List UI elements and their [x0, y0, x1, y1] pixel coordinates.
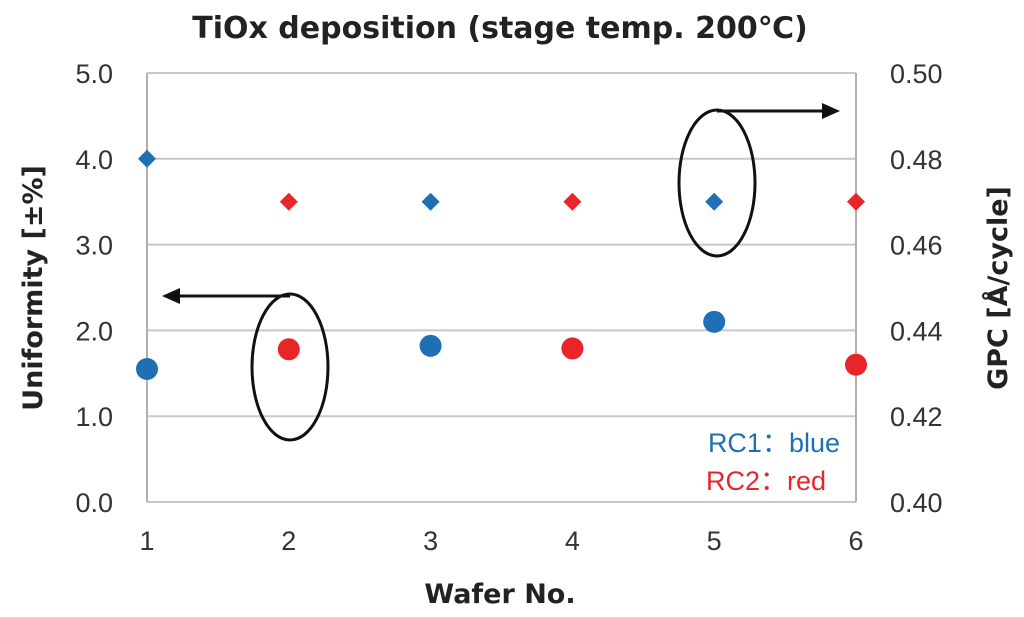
right-tick-label: 0.48 — [890, 145, 943, 175]
annotation-arrow-right-head — [822, 103, 840, 119]
data-point-diamond — [421, 192, 440, 211]
x-tick-label: 3 — [423, 526, 438, 556]
left-tick-label: 2.0 — [75, 316, 113, 346]
x-axis-ticks: 1 2 3 4 5 6 — [139, 526, 863, 556]
x-tick-label: 1 — [139, 526, 154, 556]
right-tick-label: 0.40 — [890, 488, 943, 518]
left-tick-label: 4.0 — [75, 145, 113, 175]
annotation-oval-right — [677, 108, 757, 258]
legend-rc2: RC2：red — [706, 466, 826, 496]
right-axis-ticks: 0.40 0.42 0.44 0.46 0.48 0.50 — [890, 59, 943, 518]
data-point-diamond — [847, 192, 865, 211]
annotation-oval-left — [250, 292, 330, 442]
data-point-circle — [277, 338, 300, 361]
left-tick-label: 0.0 — [75, 488, 113, 518]
data-point-diamond — [279, 192, 298, 211]
plot-border — [146, 73, 857, 502]
legend-rc1: RC1：blue — [708, 428, 840, 458]
right-axis-label: GPC [Å/cycle] — [982, 186, 1014, 390]
x-axis-label: Wafer No. — [424, 579, 575, 610]
data-point-diamond — [138, 149, 156, 168]
data-point-diamond — [705, 192, 724, 211]
data-point-diamond — [563, 192, 582, 211]
right-tick-label: 0.50 — [890, 59, 943, 89]
gridlines — [147, 72, 856, 503]
data-point-circle — [845, 353, 867, 376]
data-points — [136, 149, 867, 381]
x-tick-label: 4 — [565, 526, 580, 556]
x-tick-label: 6 — [848, 526, 863, 556]
x-tick-label: 2 — [281, 526, 296, 556]
right-tick-label: 0.42 — [890, 402, 943, 432]
right-tick-label: 0.44 — [890, 316, 943, 346]
data-point-circle — [136, 358, 158, 381]
left-tick-label: 3.0 — [75, 231, 113, 261]
data-point-circle — [703, 310, 726, 333]
left-axis-ticks: 0.0 1.0 2.0 3.0 4.0 5.0 — [75, 59, 113, 518]
x-tick-label: 5 — [707, 526, 722, 556]
annotation-arrow-left-head — [162, 288, 180, 304]
data-point-circle — [561, 337, 584, 360]
data-point-circle — [419, 334, 442, 357]
annotation-left-axis — [162, 288, 330, 442]
chart-title: TiOx deposition (stage temp. 200℃) — [192, 11, 807, 46]
left-tick-label: 5.0 — [75, 59, 113, 89]
annotation-right-axis — [677, 103, 840, 258]
left-tick-label: 1.0 — [75, 402, 113, 432]
right-tick-label: 0.46 — [890, 231, 943, 261]
left-axis-label: Uniformity [±%] — [18, 165, 49, 411]
